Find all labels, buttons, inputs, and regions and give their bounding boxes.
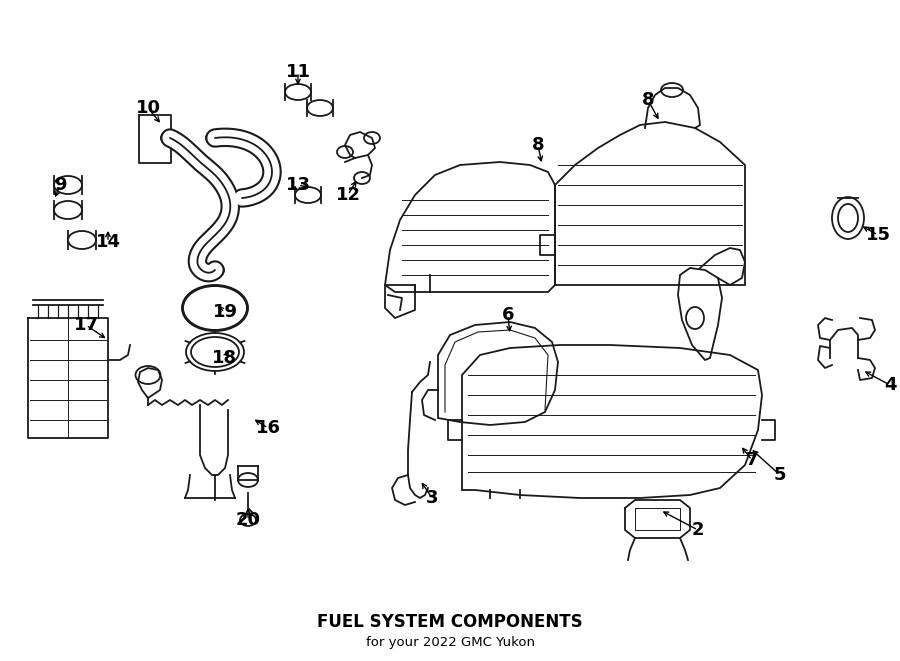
Text: 13: 13	[285, 176, 310, 194]
Text: FUEL SYSTEM COMPONENTS: FUEL SYSTEM COMPONENTS	[317, 613, 583, 631]
Text: 12: 12	[336, 186, 361, 204]
Text: 19: 19	[212, 303, 238, 321]
Text: for your 2022 GMC Yukon: for your 2022 GMC Yukon	[365, 636, 535, 649]
Text: 20: 20	[236, 511, 260, 529]
Text: 16: 16	[256, 419, 281, 437]
Text: 7: 7	[746, 451, 758, 469]
Text: 10: 10	[136, 99, 160, 117]
Text: 4: 4	[884, 376, 896, 394]
Text: 8: 8	[532, 136, 544, 154]
Text: 6: 6	[502, 306, 514, 324]
Text: 9: 9	[54, 176, 67, 194]
Text: 11: 11	[285, 63, 310, 81]
Text: 5: 5	[774, 466, 787, 484]
Text: 14: 14	[95, 233, 121, 251]
Text: 2: 2	[692, 521, 704, 539]
Text: 15: 15	[866, 226, 890, 244]
Text: 17: 17	[74, 316, 98, 334]
Text: 8: 8	[642, 91, 654, 109]
Text: 3: 3	[426, 489, 438, 507]
Text: 18: 18	[212, 349, 238, 367]
